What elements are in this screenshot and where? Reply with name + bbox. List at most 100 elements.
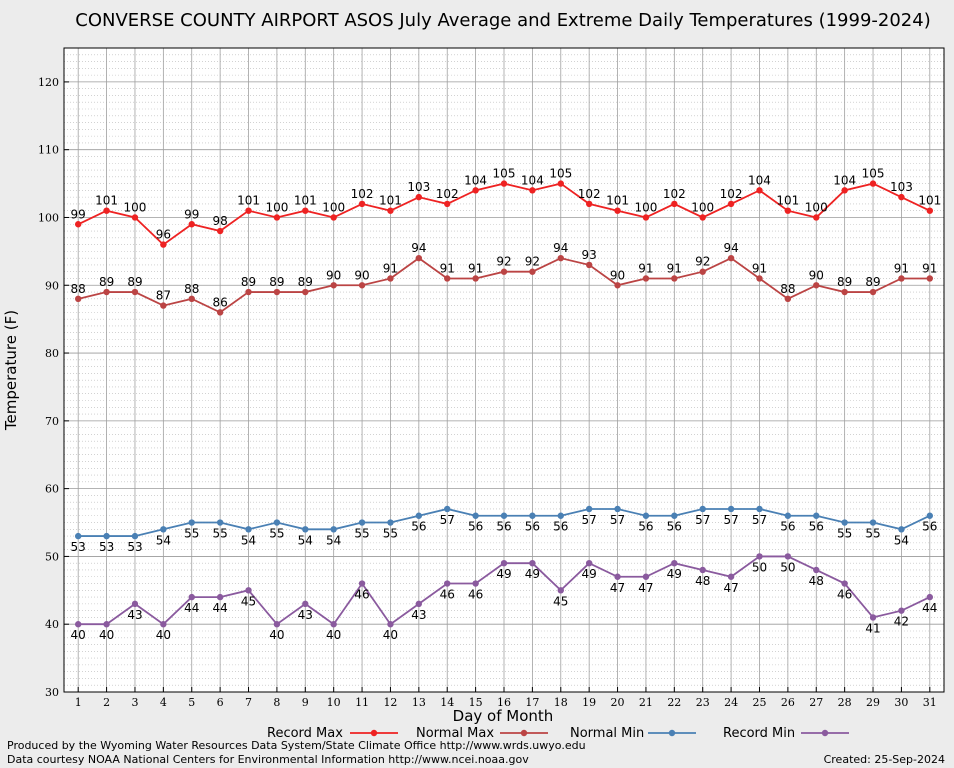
- data-point: [444, 275, 451, 282]
- data-point: [585, 200, 593, 208]
- y-tick-label: 70: [45, 415, 59, 428]
- data-label: 53: [71, 540, 86, 554]
- data-label: 55: [865, 527, 880, 541]
- data-point: [188, 295, 195, 303]
- x-tick-label: 10: [327, 696, 341, 709]
- data-label: 94: [723, 241, 738, 255]
- data-point: [756, 275, 763, 282]
- data-label: 46: [354, 588, 369, 602]
- data-point: [813, 566, 820, 574]
- data-label: 40: [71, 628, 86, 642]
- series-group: 99 101 100 96 99 98 101 100 101 100 102 101 103 102 10…: [71, 167, 942, 643]
- data-label: 55: [354, 527, 369, 541]
- data-point: [103, 621, 110, 628]
- data-label: 49: [667, 567, 682, 581]
- data-label: 86: [212, 295, 227, 309]
- data-point: [529, 268, 536, 275]
- data-label: 44: [184, 601, 199, 615]
- x-tick-label: 3: [131, 696, 138, 709]
- data-label: 40: [269, 628, 284, 642]
- x-tick-label: 2: [103, 696, 110, 709]
- data-label: 89: [241, 275, 256, 289]
- data-label: 101: [294, 194, 317, 208]
- data-label: 105: [549, 167, 572, 181]
- data-label: 46: [468, 588, 483, 602]
- data-point: [216, 227, 224, 235]
- x-tick-label: 31: [923, 696, 937, 709]
- data-point: [330, 526, 337, 533]
- data-label: 94: [411, 241, 426, 255]
- data-label: 43: [127, 608, 142, 622]
- data-label: 40: [99, 628, 114, 642]
- data-label: 47: [638, 581, 653, 595]
- data-label: 44: [212, 601, 227, 615]
- y-tick-label: 90: [45, 279, 59, 292]
- data-label: 101: [379, 194, 402, 208]
- x-tick-label: 13: [412, 696, 426, 709]
- x-tick-label: 16: [497, 696, 511, 709]
- data-label: 53: [127, 540, 142, 554]
- data-point: [358, 200, 366, 208]
- data-label: 56: [553, 520, 568, 534]
- legend-marker: [668, 729, 676, 737]
- data-point: [74, 295, 82, 303]
- data-label: 96: [156, 228, 171, 242]
- data-label: 89: [298, 275, 313, 289]
- credit-line-2: Data courtesy NOAA National Centers for …: [7, 753, 529, 766]
- data-point: [642, 275, 650, 282]
- data-point: [671, 200, 678, 208]
- x-tick-label: 23: [696, 696, 710, 709]
- data-label: 93: [582, 248, 597, 262]
- legend-item: Normal Max: [416, 726, 548, 741]
- data-point: [898, 193, 905, 201]
- data-point: [614, 573, 621, 580]
- data-label: 45: [241, 594, 256, 608]
- series-record-min: 40 40 43 40 44 44 45 40 43 40 46 40 43 46 46 49 49 45 49 47…: [71, 553, 937, 642]
- data-label: 91: [667, 261, 682, 275]
- x-tick-label: 27: [809, 696, 823, 709]
- data-point: [784, 512, 792, 519]
- x-tick-label: 8: [273, 696, 280, 709]
- data-point: [869, 180, 877, 187]
- data-point: [756, 187, 763, 194]
- data-point: [216, 593, 224, 601]
- data-point: [245, 526, 252, 533]
- legend-marker: [520, 729, 528, 737]
- data-point: [841, 288, 848, 296]
- data-point: [756, 553, 763, 560]
- data-point: [444, 505, 451, 513]
- data-point: [131, 532, 139, 540]
- y-tick-label: 40: [45, 618, 59, 631]
- data-label: 50: [752, 560, 767, 574]
- data-label: 54: [326, 533, 341, 547]
- legend-label: Normal Max: [416, 726, 494, 741]
- data-point: [699, 566, 706, 574]
- data-label: 55: [212, 527, 227, 541]
- data-label: 100: [805, 200, 828, 214]
- x-tick-label: 30: [894, 696, 908, 709]
- data-point: [273, 214, 281, 221]
- data-label: 91: [894, 261, 909, 275]
- data-label: 89: [865, 275, 880, 289]
- data-point: [472, 187, 479, 194]
- data-point: [557, 512, 564, 519]
- data-label: 43: [298, 608, 313, 622]
- data-point: [756, 505, 763, 513]
- x-tick-label: 14: [440, 696, 454, 709]
- data-point: [869, 288, 877, 296]
- data-point: [387, 207, 394, 214]
- x-tick-label: 21: [639, 696, 653, 709]
- data-label: 92: [525, 255, 540, 269]
- data-label: 91: [752, 261, 767, 275]
- data-label: 101: [776, 194, 799, 208]
- data-point: [642, 214, 650, 221]
- data-label: 100: [322, 200, 345, 214]
- data-point: [557, 254, 564, 262]
- data-point: [784, 207, 792, 214]
- legend-item: Record Min: [723, 726, 849, 741]
- data-label: 55: [184, 527, 199, 541]
- data-point: [415, 193, 423, 201]
- x-tick-label: 15: [469, 696, 483, 709]
- data-point: [387, 519, 394, 526]
